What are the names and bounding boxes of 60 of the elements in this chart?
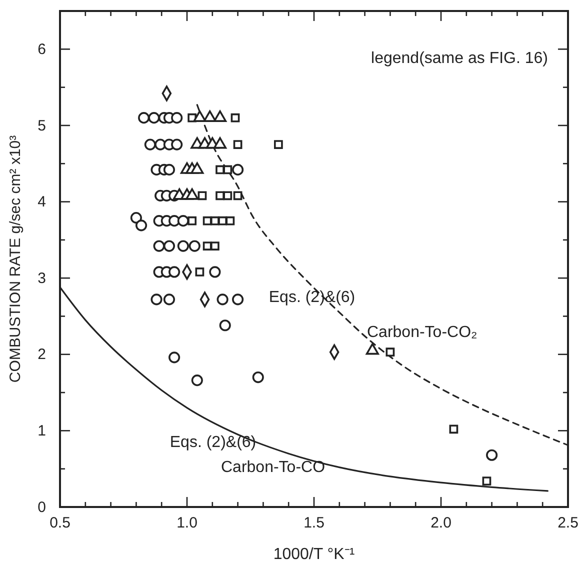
point	[168, 215, 180, 227]
point	[163, 164, 176, 176]
point	[230, 113, 240, 122]
point	[188, 216, 197, 226]
point	[252, 372, 264, 384]
y-tick-label: 2	[38, 346, 46, 364]
annotation: Eqs. (2)&(6)	[170, 434, 256, 451]
annotation: legend(same as FIG. 16)	[371, 50, 548, 67]
point	[233, 191, 242, 200]
y-tick-label: 5	[38, 117, 46, 134]
y-tick-label: 3	[38, 270, 46, 287]
point	[153, 240, 165, 252]
point	[209, 266, 221, 278]
point	[449, 424, 458, 434]
x-tick-label: 1.5	[304, 514, 324, 532]
point	[223, 191, 232, 200]
y-axis-title: COMBUSTION RATE g/sec cm² x10³	[7, 135, 24, 383]
point	[386, 348, 395, 357]
point	[171, 112, 183, 124]
y-tick-label: 0	[38, 498, 46, 516]
point	[171, 138, 183, 150]
point	[482, 476, 492, 486]
point	[144, 138, 156, 150]
point	[232, 164, 244, 176]
point	[163, 294, 176, 306]
point	[219, 320, 231, 332]
point	[274, 140, 283, 149]
point	[168, 266, 180, 278]
point	[195, 268, 204, 276]
point	[138, 112, 150, 124]
annotation: Carbon-To-CO	[220, 459, 326, 476]
y-tick-label: 1	[38, 422, 46, 440]
point	[163, 240, 176, 252]
point	[232, 294, 244, 306]
x-tick-label: 2.0	[430, 514, 452, 532]
point	[168, 352, 180, 364]
x-tick-label: 2.5	[558, 514, 578, 532]
point	[135, 220, 148, 232]
point	[226, 216, 235, 226]
annotation: Eqs. (2)&(6)	[268, 289, 356, 306]
point	[177, 240, 189, 252]
point	[223, 165, 232, 174]
point	[177, 215, 189, 227]
point	[198, 191, 207, 200]
point	[148, 112, 160, 124]
point	[150, 294, 162, 306]
y-tick-label: 4	[38, 194, 46, 211]
annotation: Carbon-To-CO₂	[367, 324, 478, 341]
x-tick-label: 0.5	[50, 514, 70, 532]
x-axis-title: 1000/T °K⁻¹	[273, 546, 355, 563]
point	[213, 137, 227, 149]
point	[188, 240, 200, 252]
point	[216, 294, 228, 306]
point	[233, 140, 242, 149]
y-tick-label: 6	[38, 40, 46, 58]
point	[191, 374, 203, 386]
point	[210, 242, 220, 250]
point	[130, 212, 142, 224]
point	[486, 449, 498, 461]
x-tick-label: 1.0	[176, 514, 198, 532]
